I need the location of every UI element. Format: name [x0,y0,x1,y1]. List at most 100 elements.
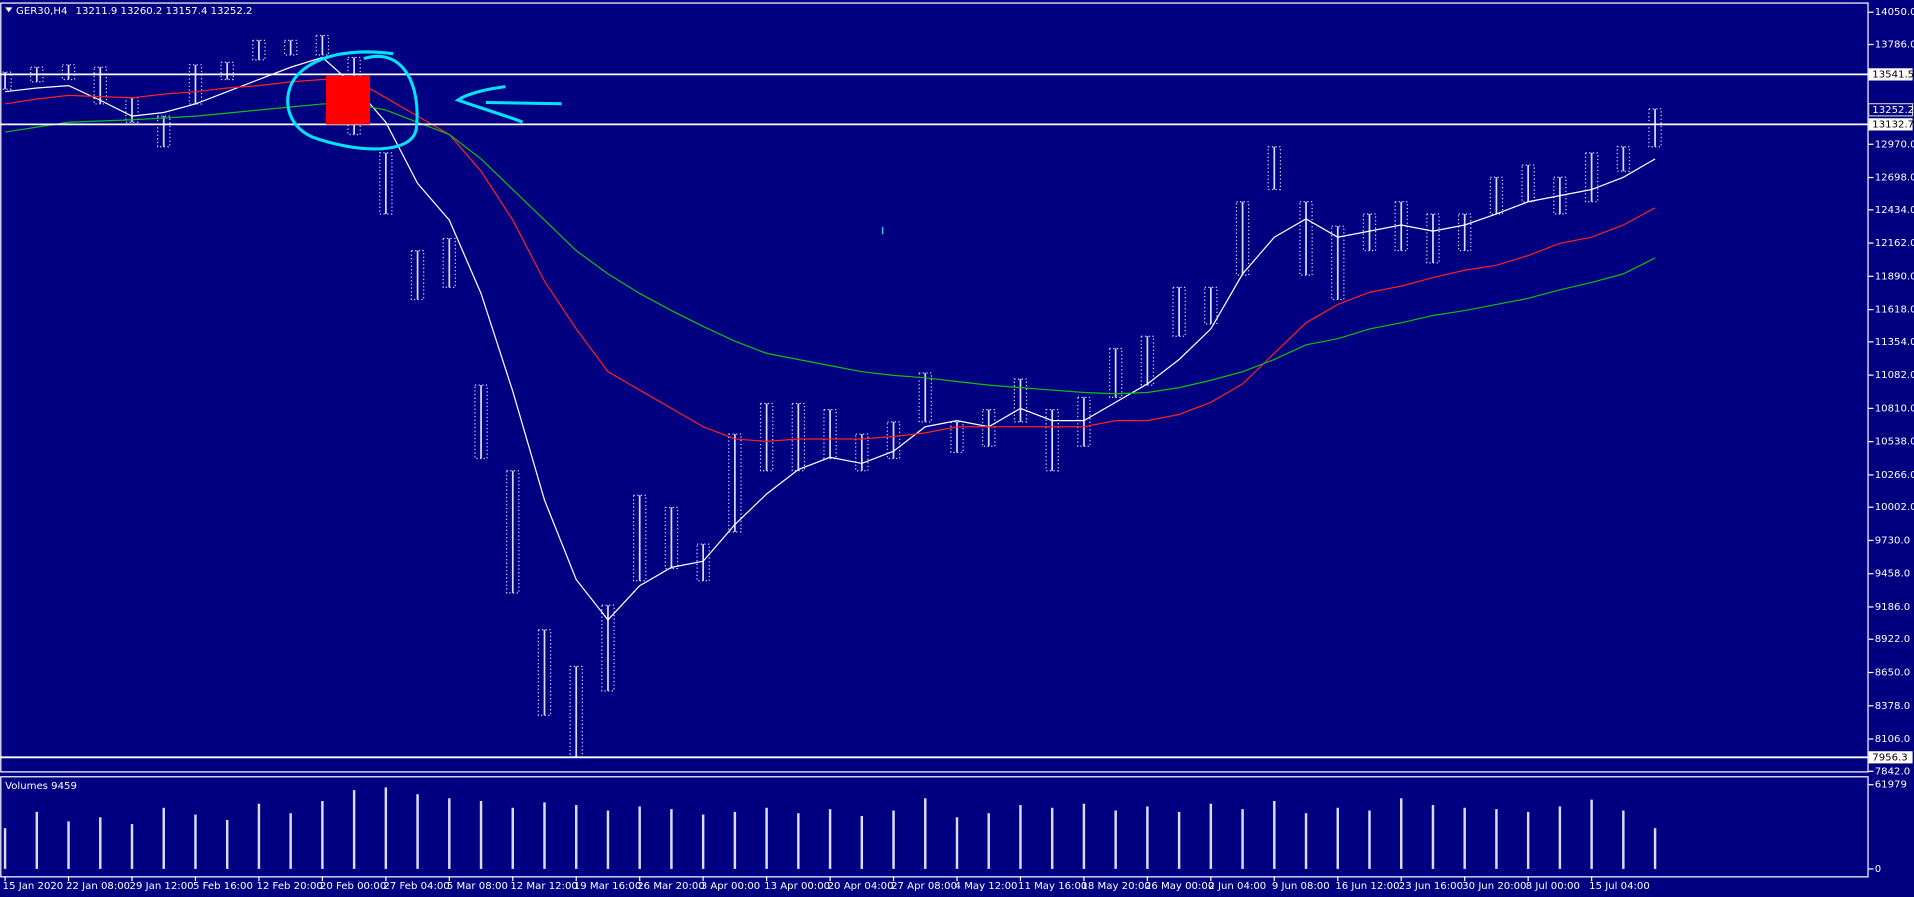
y-tick-label: 11354.0 [1875,337,1914,348]
y-tick-label: 10002.0 [1875,502,1914,513]
x-tick-label: 27 Apr 08:00 [891,881,957,892]
price-bar [1077,396,1091,447]
volume-bar [1526,811,1530,869]
x-tick-label: 29 Jan 12:00 [130,881,194,892]
x-tick-label: 26 Mar 20:00 [637,881,705,892]
volume-bar [3,828,7,869]
volume-bar [638,806,641,869]
x-tick-label: 23 Jun 16:00 [1399,881,1463,892]
bid-label-box [1868,103,1914,117]
close: 13252.2 [211,6,253,17]
y-tick-label: 10810.0 [1875,403,1914,414]
collapse-icon[interactable] [5,7,13,13]
price-bar [950,421,964,454]
price-bar [537,629,552,716]
price-bar [315,34,330,56]
price-panel-frame [0,2,1869,773]
y-tick-label: 8106.0 [1875,734,1910,745]
x-tick-label: 12 Mar 12:00 [510,881,578,892]
y-tick-label: 12434.0 [1875,205,1914,216]
volume-bar [162,807,165,869]
volume-bar [1558,806,1562,869]
x-tick-label: 15 Jul 04:00 [1589,881,1650,892]
volume-bar [1273,800,1276,869]
moving-average [5,56,1656,621]
volume-bar [1209,803,1213,869]
volume-title: Volumes [5,781,48,792]
x-tick-label: 30 Jun 20:00 [1462,881,1526,892]
volume-bar [99,817,102,869]
volume-bar [924,798,927,869]
volume-bar [575,805,578,869]
volume-bar [479,800,483,869]
y-tick-label: 8650.0 [1875,668,1910,679]
level-label-box [1868,68,1913,81]
x-tick-label: 26 May 00:00 [1145,881,1214,892]
volume-bar [1082,803,1086,869]
volume-bar [352,790,356,869]
open: 13211.9 [76,6,118,17]
volume-header: Volumes 9459 [5,781,77,792]
price-bar [157,115,171,148]
volume-bar [1653,828,1657,869]
moving-average [4,78,1656,443]
volume-bar [1146,806,1149,869]
volume-bar [194,814,197,869]
price-bar [1140,335,1155,386]
volume-bar [1336,807,1339,869]
x-tick-label: 11 May 16:00 [1018,881,1087,892]
low: 13157.4 [166,6,208,17]
volume-bar [1368,810,1371,869]
price-bar [506,470,520,594]
volume-bar [1304,813,1308,869]
level-label: 13132.7 [1872,119,1914,130]
y-tick-label: 11618.0 [1875,305,1914,316]
price-bar [1108,347,1123,398]
level-label: 13541.5 [1872,69,1914,80]
x-tick-label: 15 Jan 2020 [3,881,64,892]
price-bar [791,402,806,472]
plot: 14050.0 13786.0 12970.0 12698.0 12434.0 12162… [0,7,1914,892]
y-tick-label: 12162.0 [1875,238,1914,249]
price-bar [918,372,932,423]
y-tick-label: 11890.0 [1875,271,1914,282]
level-label-box [1868,751,1913,764]
volume-bar [416,794,419,869]
chart-header: GER30,H4 13211.9 13260.2 13157.4 13252.2 [16,6,252,17]
price-bar [759,402,774,472]
volume-bar [733,811,737,869]
x-tick-label: 13 Apr 00:00 [764,881,830,892]
x-tick-label: 27 Feb 04:00 [383,881,449,892]
x-tick-label: 9 Jun 08:00 [1272,881,1330,892]
volume-bar [1495,809,1498,869]
highlight-box [326,75,370,125]
x-tick-label: 18 May 20:00 [1081,881,1150,892]
volume-bar [670,809,673,869]
x-tick-label: 20 Apr 04:00 [828,881,894,892]
volume-bar [828,809,832,869]
volume-bar [1050,807,1054,869]
x-tick-label: 8 Jul 00:00 [1526,881,1580,892]
moving-average [4,103,1656,395]
price-bar [632,494,647,582]
volume-bar [1241,809,1244,869]
volume-panel-frame [0,776,1869,878]
level-label-box [1868,118,1913,131]
x-tick-label: 22 Jan 08:00 [66,881,130,892]
price-bar [1013,378,1028,423]
volume-bar [701,814,705,869]
volume-bar [1463,807,1466,869]
volume-bar [955,817,959,869]
annotations [286,50,884,235]
volume-bar [35,811,39,869]
y-tick-label: 9730.0 [1875,535,1910,546]
volume-current: 9459 [51,781,77,792]
y-tick-label: 8922.0 [1875,634,1910,645]
volume-bar [225,820,229,869]
y-tick-label: 12698.0 [1875,173,1914,184]
volume-bar [289,813,292,869]
x-tick-label: 5 Feb 16:00 [193,881,253,892]
y-tick-label: 61979 [1875,780,1907,791]
volume-bar [257,803,261,869]
